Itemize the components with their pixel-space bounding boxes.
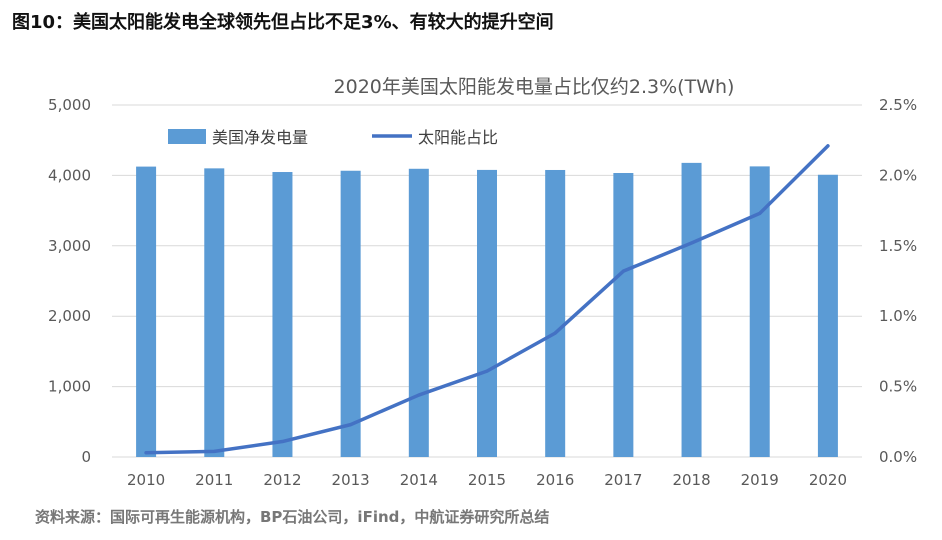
x-tick-label: 2018 (672, 471, 710, 489)
y-left-tick-label: 4,000 (48, 166, 91, 184)
x-tick-label: 2014 (400, 471, 438, 489)
y-right-ticks: 0.0% 0.5% 1.0% 1.5% 2.0% 2.5% (879, 96, 917, 466)
line-point (144, 451, 148, 455)
legend-swatch-bar (168, 129, 206, 144)
line-point (280, 440, 284, 444)
y-left-tick-label: 3,000 (48, 237, 91, 255)
bar (681, 162, 702, 457)
line-point (417, 393, 421, 397)
source-note: 资料来源：国际可再生能源机构，BP石油公司，iFind，中航证券研究所总结 (35, 508, 550, 526)
y-right-tick-label: 2.5% (879, 96, 917, 114)
line-point (826, 144, 830, 148)
x-ticks: 2010 2011 2012 2013 2014 2015 2016 2017 2018 2019… (127, 471, 847, 489)
line-point (485, 369, 489, 373)
bar (204, 168, 225, 458)
x-tick-label: 2013 (332, 471, 370, 489)
line-point (758, 211, 762, 215)
y-right-tick-label: 0.0% (879, 448, 917, 466)
bar (817, 174, 838, 457)
y-right-tick-label: 2.0% (879, 166, 917, 184)
x-tick-label: 2015 (468, 471, 506, 489)
y-left-tick-label: 2,000 (48, 307, 91, 325)
line-point (690, 241, 694, 245)
x-tick-label: 2010 (127, 471, 165, 489)
legend-label-bar: 美国净发电量 (212, 128, 308, 147)
chart-title: 2020年美国太阳能发电量占比仅约2.3%(TWh) (334, 76, 735, 98)
bar (272, 172, 293, 457)
bar (613, 173, 634, 457)
y-left-tick-label: 5,000 (48, 96, 91, 114)
x-tick-label: 2011 (195, 471, 233, 489)
y-left-tick-label: 1,000 (48, 378, 91, 396)
bar (477, 169, 497, 457)
x-tick-label: 2012 (263, 471, 301, 489)
line-series (144, 144, 830, 455)
line-point (212, 449, 216, 453)
y-right-tick-label: 1.0% (879, 307, 917, 325)
bar (545, 169, 566, 458)
bars (136, 162, 838, 458)
bar (340, 170, 361, 457)
y-left-ticks: 0 1,000 2,000 3,000 4,000 5,000 (48, 96, 91, 466)
bar (408, 168, 429, 457)
x-tick-label: 2016 (536, 471, 574, 489)
y-left-tick-label: 0 (81, 448, 91, 466)
legend-label-line: 太阳能占比 (418, 128, 498, 147)
bar (749, 166, 770, 457)
x-tick-label: 2017 (604, 471, 642, 489)
line-point (553, 331, 557, 335)
line-point (621, 269, 625, 273)
y-right-tick-label: 1.5% (879, 237, 917, 255)
bar (136, 166, 157, 457)
line-point (349, 423, 353, 427)
figure-title: 图10：美国太阳能发电全球领先但占比不足3%、有较大的提升空间 (12, 12, 554, 33)
x-tick-label: 2020 (809, 471, 847, 489)
legend: 美国净发电量 太阳能占比 (168, 128, 498, 147)
x-tick-label: 2019 (741, 471, 779, 489)
y-right-tick-label: 0.5% (879, 378, 917, 396)
